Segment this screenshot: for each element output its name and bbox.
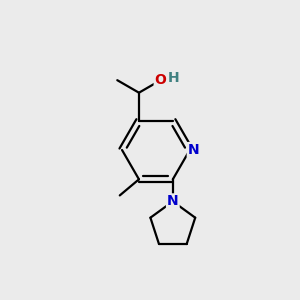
Text: H: H [168,71,180,85]
Text: N: N [188,143,200,157]
Text: N: N [167,194,178,208]
Text: O: O [155,73,167,87]
